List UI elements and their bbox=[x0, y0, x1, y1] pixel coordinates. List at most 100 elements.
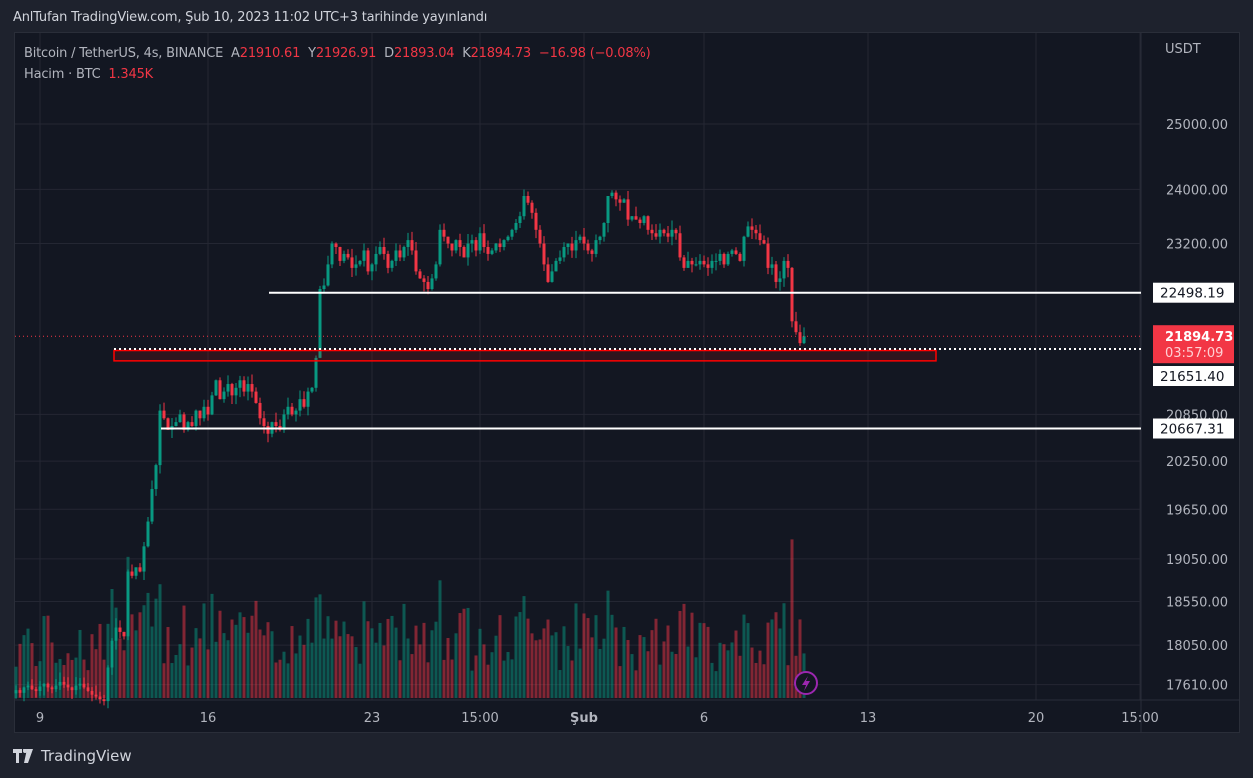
candle bbox=[530, 200, 534, 219]
candle bbox=[414, 241, 418, 275]
candle bbox=[606, 195, 610, 233]
candle bbox=[250, 374, 254, 398]
volume-bar bbox=[18, 643, 22, 698]
volume-bar bbox=[478, 628, 482, 698]
candle-body bbox=[486, 247, 490, 254]
candle-body bbox=[630, 216, 634, 220]
volume-bar bbox=[638, 635, 642, 698]
lightning-icon[interactable] bbox=[794, 671, 818, 695]
volume-bar bbox=[566, 646, 570, 698]
volume-bar bbox=[174, 654, 178, 698]
candle bbox=[750, 218, 754, 240]
candle-body bbox=[406, 240, 410, 248]
candle bbox=[150, 480, 154, 525]
volume-bar bbox=[594, 615, 598, 698]
candle-body bbox=[678, 233, 682, 258]
volume-bar bbox=[698, 622, 702, 698]
candle bbox=[286, 397, 290, 420]
volume-bar bbox=[66, 653, 70, 698]
volume-bar bbox=[98, 623, 102, 698]
candle-body bbox=[590, 250, 594, 254]
candle-body bbox=[114, 627, 118, 641]
low-label: D bbox=[384, 46, 394, 61]
candle-body bbox=[266, 425, 270, 434]
candle bbox=[658, 223, 662, 244]
candle-body bbox=[202, 406, 206, 419]
candle-body bbox=[82, 683, 86, 688]
volume-label[interactable]: Hacim · BTC bbox=[24, 67, 101, 82]
volume-bar bbox=[278, 659, 282, 698]
volume-bar bbox=[454, 633, 458, 698]
symbol-name[interactable]: Bitcoin / TetherUS, 4s, BINANCE bbox=[24, 46, 224, 61]
volume-bar bbox=[386, 618, 390, 698]
candle bbox=[562, 242, 566, 262]
volume-bar bbox=[286, 663, 290, 698]
candle-body bbox=[722, 253, 726, 265]
candle-body bbox=[458, 240, 462, 248]
candle bbox=[370, 262, 374, 281]
candle bbox=[718, 249, 722, 266]
volume-bar bbox=[170, 663, 174, 698]
candle bbox=[510, 228, 514, 240]
candle bbox=[390, 259, 394, 272]
candle bbox=[794, 311, 798, 335]
candle bbox=[534, 208, 538, 239]
symbol-legend: Bitcoin / TetherUS, 4s, BINANCE A21910.6… bbox=[24, 46, 651, 61]
brand-name: TradingView bbox=[41, 747, 132, 765]
candle-body bbox=[422, 278, 426, 282]
candle-body bbox=[746, 226, 750, 237]
candle bbox=[526, 191, 530, 206]
volume-bar bbox=[70, 659, 74, 698]
candle bbox=[542, 236, 546, 272]
candle bbox=[378, 241, 382, 256]
volume-bar bbox=[326, 616, 330, 698]
volume-bar bbox=[246, 632, 250, 698]
candle-body bbox=[370, 264, 374, 272]
candle-body bbox=[38, 686, 42, 692]
candle-body bbox=[402, 247, 406, 258]
volume-bar bbox=[378, 622, 382, 698]
volume-bar bbox=[758, 650, 762, 698]
candle-body bbox=[250, 384, 254, 392]
candle bbox=[430, 273, 434, 291]
candle-body bbox=[66, 684, 70, 688]
price-axis-tick-label: 24000.00 bbox=[1166, 183, 1228, 198]
candle-body bbox=[418, 271, 422, 279]
candle bbox=[382, 237, 386, 260]
candle bbox=[218, 377, 222, 400]
volume-bar bbox=[178, 644, 182, 698]
candle-body bbox=[146, 521, 150, 547]
volume-bar bbox=[238, 612, 242, 698]
volume-bar bbox=[506, 652, 510, 698]
level-label-box bbox=[1153, 418, 1234, 439]
candle bbox=[678, 225, 682, 261]
volume-bar bbox=[330, 638, 334, 698]
candle bbox=[54, 679, 58, 692]
volume-bar bbox=[270, 631, 274, 698]
candle-body bbox=[622, 199, 626, 203]
candle bbox=[538, 225, 542, 248]
volume-bar bbox=[190, 647, 194, 698]
candle-body bbox=[90, 691, 94, 695]
candle bbox=[706, 257, 710, 276]
volume-bar bbox=[266, 622, 270, 698]
volume-bar bbox=[614, 627, 618, 698]
candle-body bbox=[770, 264, 774, 268]
volume-bar bbox=[138, 612, 142, 698]
candle bbox=[786, 254, 790, 278]
volume-bar bbox=[422, 622, 426, 698]
low-value: 21893.04 bbox=[393, 46, 455, 61]
last-price-label-box bbox=[1153, 325, 1234, 364]
candle-body bbox=[30, 685, 34, 690]
candle-body bbox=[86, 687, 90, 692]
candle bbox=[226, 375, 230, 397]
currency-unit[interactable]: USDT bbox=[1165, 42, 1201, 57]
candle bbox=[618, 195, 622, 211]
tradingview-brand[interactable]: TradingView bbox=[13, 747, 132, 765]
candle-body bbox=[110, 640, 114, 668]
candle-body bbox=[214, 380, 218, 396]
volume-bar bbox=[46, 615, 50, 698]
published-caption: AnlTufan TradingView.com, Şub 10, 2023 1… bbox=[13, 10, 488, 25]
volume-bar bbox=[142, 605, 146, 698]
